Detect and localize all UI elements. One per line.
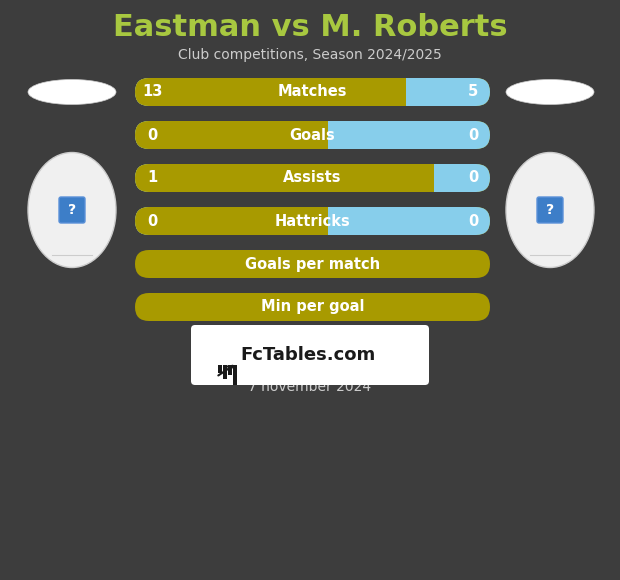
- Ellipse shape: [506, 153, 594, 267]
- FancyBboxPatch shape: [135, 164, 490, 192]
- Ellipse shape: [506, 79, 594, 104]
- Text: ?: ?: [546, 203, 554, 217]
- Bar: [391, 78, 406, 106]
- Text: 0: 0: [147, 128, 157, 143]
- Text: Matches: Matches: [278, 85, 347, 100]
- Text: 7 november 2024: 7 november 2024: [249, 380, 371, 394]
- FancyBboxPatch shape: [135, 207, 490, 235]
- Text: 0: 0: [468, 128, 478, 143]
- FancyBboxPatch shape: [135, 207, 327, 235]
- Ellipse shape: [28, 153, 116, 267]
- Text: Club competitions, Season 2024/2025: Club competitions, Season 2024/2025: [178, 48, 442, 62]
- FancyBboxPatch shape: [135, 164, 490, 192]
- Bar: [223, 365, 227, 379]
- FancyBboxPatch shape: [135, 207, 490, 235]
- FancyBboxPatch shape: [135, 121, 327, 149]
- Text: Assists: Assists: [283, 171, 342, 186]
- FancyBboxPatch shape: [191, 325, 429, 385]
- Text: 1: 1: [147, 171, 157, 186]
- Bar: [233, 365, 237, 385]
- Text: 5: 5: [468, 85, 478, 100]
- FancyBboxPatch shape: [135, 293, 490, 321]
- Bar: [312, 121, 327, 149]
- FancyBboxPatch shape: [135, 78, 490, 106]
- Text: FcTables.com: FcTables.com: [240, 346, 375, 364]
- Text: Goals per match: Goals per match: [245, 256, 380, 271]
- Text: Eastman vs M. Roberts: Eastman vs M. Roberts: [113, 13, 507, 42]
- FancyBboxPatch shape: [59, 197, 85, 223]
- FancyBboxPatch shape: [135, 78, 405, 106]
- Ellipse shape: [28, 79, 116, 104]
- FancyBboxPatch shape: [135, 121, 490, 149]
- Bar: [419, 164, 434, 192]
- Text: 13: 13: [142, 85, 162, 100]
- Text: 0: 0: [468, 213, 478, 229]
- FancyBboxPatch shape: [135, 250, 490, 278]
- FancyBboxPatch shape: [537, 197, 563, 223]
- Text: 0: 0: [468, 171, 478, 186]
- Text: 0: 0: [147, 213, 157, 229]
- FancyBboxPatch shape: [135, 121, 490, 149]
- Text: Hattricks: Hattricks: [275, 213, 350, 229]
- FancyBboxPatch shape: [135, 78, 490, 106]
- Bar: [312, 207, 327, 235]
- FancyBboxPatch shape: [135, 164, 433, 192]
- Bar: [218, 365, 222, 373]
- Text: Min per goal: Min per goal: [261, 299, 365, 314]
- Bar: [228, 365, 232, 375]
- Text: Goals: Goals: [290, 128, 335, 143]
- Text: ?: ?: [68, 203, 76, 217]
